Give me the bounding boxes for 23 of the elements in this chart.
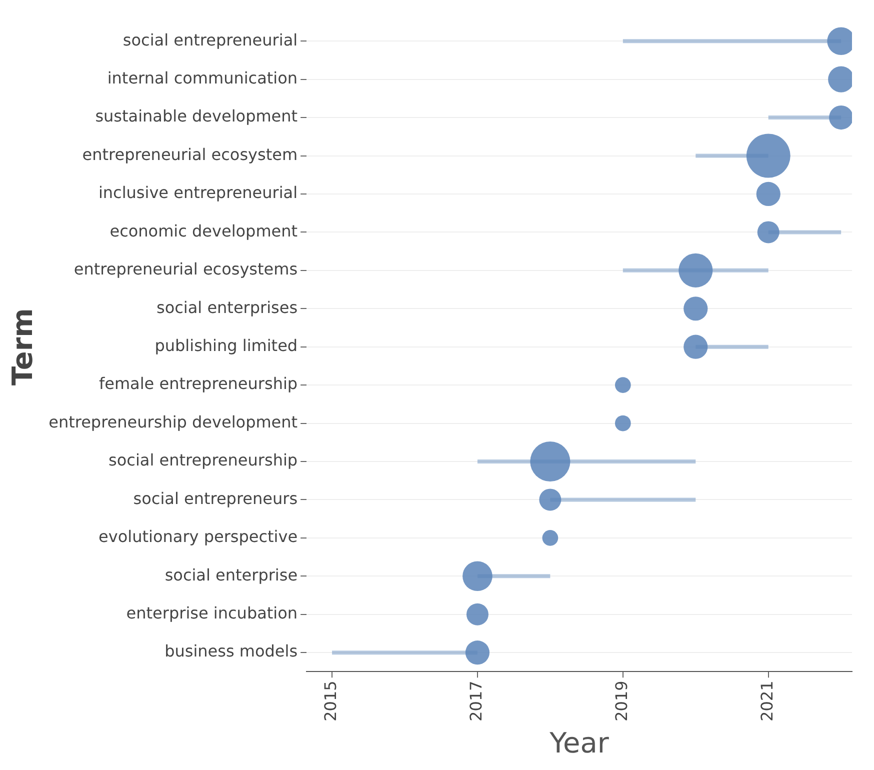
- y-tick-label: enterprise incubation: [126, 604, 298, 623]
- y-tick-label: evolutionary perspective: [98, 527, 298, 546]
- x-tick-label: 2019: [612, 680, 632, 722]
- y-tick-label: entrepreneurship development: [48, 412, 298, 432]
- y-tick-label: social entrepreneurial: [122, 30, 298, 50]
- y-tick-label: social entrepreneurship: [108, 450, 298, 470]
- x-axis-title: Year: [548, 726, 610, 760]
- x-tick-label: 2017: [466, 680, 486, 722]
- y-tick-label: social enterprise: [164, 565, 298, 584]
- y-axis-title: Term: [6, 308, 40, 386]
- y-tick-label: sustainable development: [95, 106, 298, 126]
- y-tick-label: inclusive entrepreneurial: [98, 183, 298, 202]
- y-tick-label: entrepreneurial ecosystem: [82, 144, 298, 164]
- y-tick-label: economic development: [110, 221, 298, 240]
- y-tick-label: social entrepreneurs: [133, 488, 298, 508]
- y-tick-label: business models: [164, 642, 298, 661]
- y-tick-label: internal communication: [107, 68, 298, 88]
- x-tick-label: 2021: [758, 680, 777, 722]
- y-tick-label: entrepreneurial ecosystems: [74, 260, 298, 279]
- y-tick-label: social enterprises: [156, 298, 298, 317]
- x-tick-label: 2015: [321, 680, 340, 722]
- y-tick-label: female entrepreneurship: [98, 374, 298, 394]
- y-tick-label: publishing limited: [154, 336, 298, 355]
